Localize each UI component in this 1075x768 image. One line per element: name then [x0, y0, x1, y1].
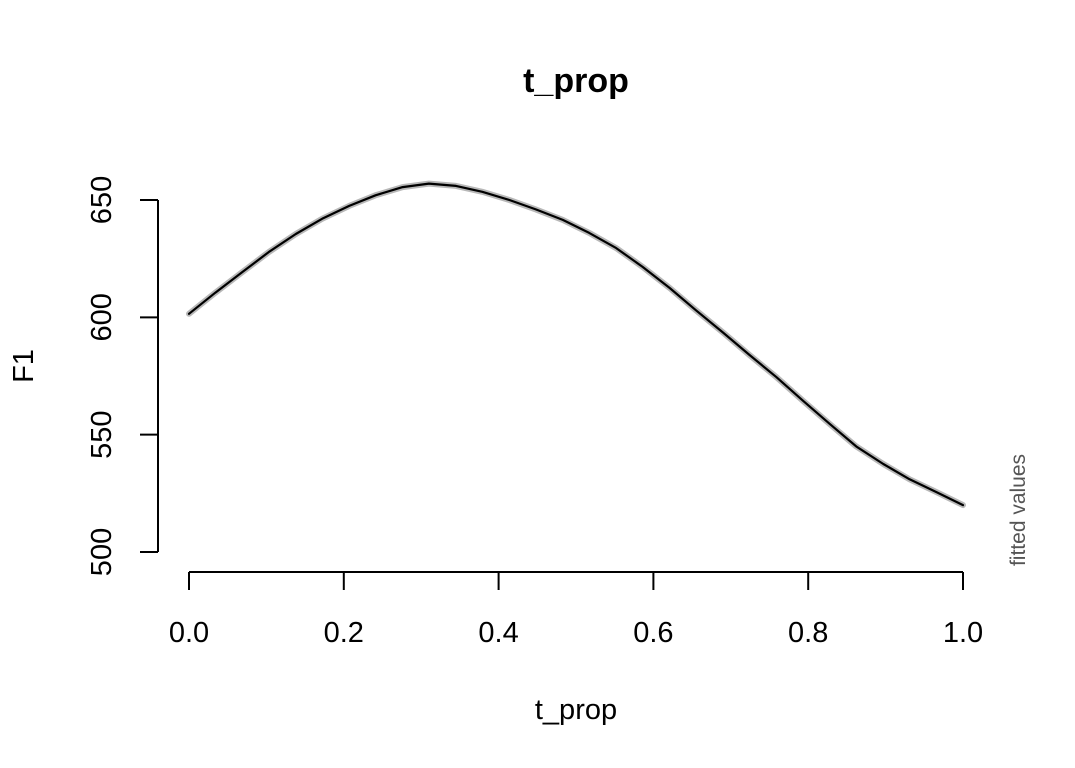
chart-title: t_prop — [523, 62, 629, 100]
y-tick-label: 550 — [86, 410, 118, 458]
y-tick-label: 600 — [86, 293, 118, 341]
fitted-values-note: fitted values — [1007, 454, 1030, 566]
y-tick-label: 650 — [86, 176, 118, 224]
x-tick-label: 1.0 — [943, 617, 983, 649]
x-tick-label: 0.8 — [788, 617, 828, 649]
x-tick-label: 0.0 — [169, 617, 209, 649]
y-tick-label: 500 — [86, 528, 118, 576]
x-tick-label: 0.6 — [633, 617, 673, 649]
x-tick-label: 0.4 — [478, 617, 518, 649]
y-axis-label: F1 — [8, 349, 40, 383]
fitted-line — [187, 182, 965, 507]
x-axis-label: t_prop — [535, 694, 617, 726]
y-axis: 500 550 600 650 — [86, 176, 159, 576]
series-layer — [186, 180, 966, 509]
x-tick-label: 0.2 — [324, 617, 364, 649]
x-axis: 0.0 0.2 0.4 0.6 0.8 1.0 — [169, 571, 983, 649]
confidence-band — [186, 180, 966, 509]
